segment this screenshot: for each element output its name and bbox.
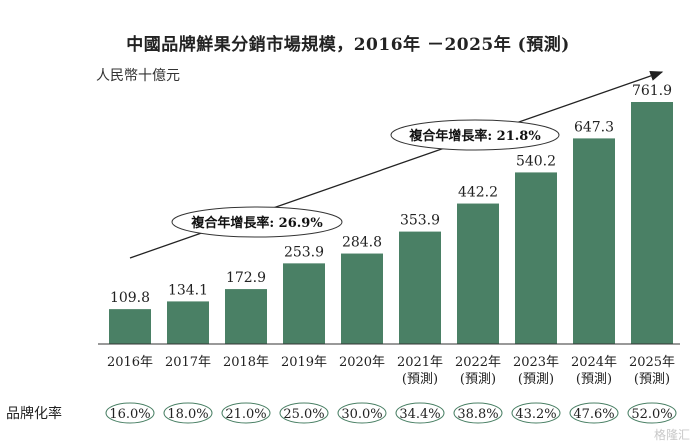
brand-rate-value-9: 52.0%	[631, 407, 672, 422]
x-tick-label-1-0: 2017年	[165, 355, 211, 370]
bar-value-label-4: 284.8	[342, 235, 382, 251]
watermark: 格隆汇	[653, 428, 690, 442]
bar-2	[225, 289, 267, 344]
cagr-ellipse-0	[171, 206, 343, 238]
brand-rate-value-1: 18.0%	[167, 407, 208, 422]
bar-value-label-9: 761.9	[632, 83, 672, 99]
bar-value-label-3: 253.9	[284, 244, 324, 260]
brand-rate-pill-2	[221, 402, 271, 424]
bar-3	[283, 263, 325, 344]
cagr-label-1: 複合年增長率: 21.8%	[408, 128, 541, 144]
brand-rate-value-7: 43.2%	[515, 407, 556, 422]
brand-rate-pill-5	[395, 402, 445, 424]
x-tick-label-5-1: (預測)	[402, 372, 438, 387]
brand-rate-value-4: 30.0%	[341, 407, 382, 422]
x-tick-label-3-0: 2019年	[281, 355, 327, 370]
x-tick-label-2-0: 2018年	[223, 355, 269, 370]
brand-rate-value-6: 38.8%	[457, 407, 498, 422]
brand-rate-pill-7	[511, 402, 561, 424]
x-tick-label-0-0: 2016年	[107, 355, 153, 370]
brand-rate-pill-6	[453, 402, 503, 424]
bar-1	[167, 301, 209, 344]
brand-rate-pill-4	[337, 402, 387, 424]
bar-4	[341, 253, 383, 344]
brand-rate-pill-3	[279, 402, 329, 424]
brand-rate-value-3: 25.0%	[283, 407, 324, 422]
bar-8	[573, 138, 615, 344]
cagr-label-0: 複合年增長率: 26.9%	[190, 215, 323, 231]
bar-value-label-2: 172.9	[226, 270, 266, 286]
bar-value-label-7: 540.2	[516, 153, 556, 169]
brand-rate-value-0: 16.0%	[109, 407, 150, 422]
brand-rate-value-2: 21.0%	[225, 407, 266, 422]
x-tick-label-5-0: 2021年	[397, 355, 443, 370]
bar-value-label-5: 353.9	[400, 213, 440, 229]
x-tick-label-8-0: 2024年	[571, 355, 617, 370]
bar-value-label-0: 109.8	[110, 290, 150, 306]
x-tick-label-8-1: (預測)	[576, 372, 612, 387]
y-axis-label: 人民幣十億元	[96, 68, 180, 84]
bar-value-label-8: 647.3	[574, 119, 614, 135]
bar-9	[631, 102, 673, 344]
cagr-ellipse-1	[390, 119, 560, 151]
x-tick-label-6-0: 2022年	[455, 355, 501, 370]
bar-5	[399, 231, 441, 344]
brand-rate-value-5: 34.4%	[399, 407, 440, 422]
brand-rate-pill-0	[105, 402, 155, 424]
x-tick-label-6-1: (預測)	[460, 372, 496, 387]
x-tick-label-9-1: (預測)	[634, 372, 670, 387]
brand-rate-value-8: 47.6%	[573, 407, 614, 422]
x-tick-label-7-0: 2023年	[513, 355, 559, 370]
x-tick-label-7-1: (預測)	[518, 372, 554, 387]
brand-rate-pill-1	[163, 402, 213, 424]
bar-6	[457, 203, 499, 344]
bar-0	[109, 309, 151, 344]
x-tick-label-4-0: 2020年	[339, 355, 385, 370]
chart-title: 中國品牌鮮果分銷市場規模，2016年 －2025年 (預測)	[126, 35, 570, 55]
x-tick-label-9-0: 2025年	[629, 355, 675, 370]
brand-rate-pill-8	[569, 402, 619, 424]
bar-7	[515, 172, 557, 344]
bar-value-label-6: 442.2	[458, 185, 498, 201]
bar-value-label-1: 134.1	[168, 282, 208, 298]
brand-rate-pill-9	[627, 402, 677, 424]
brand-rate-label: 品牌化率	[6, 405, 62, 422]
